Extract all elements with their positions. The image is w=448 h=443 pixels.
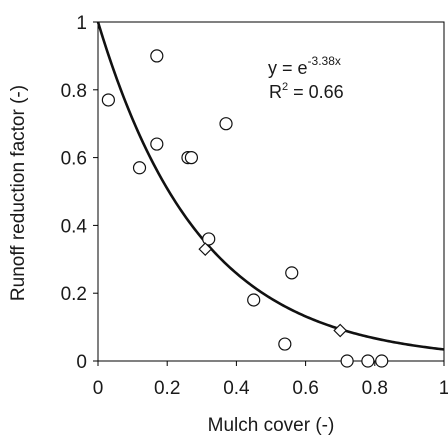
fit-equation-exponent: -3.38x [308, 54, 341, 68]
data-point-circle [101, 93, 115, 107]
y-tick-label: 1 [76, 13, 87, 34]
data-point-circle [375, 354, 389, 368]
fit-r2: R2 = 0.66 [269, 81, 344, 102]
fit-r2-value: = 0.66 [288, 82, 344, 102]
fit-r2-superscript: 2 [282, 81, 288, 93]
y-tick-label: 0.6 [61, 149, 87, 170]
data-point-circle [247, 293, 261, 307]
fit-curve-layer [96, 21, 445, 351]
plot-frame [93, 21, 445, 366]
data-point-circle [150, 49, 164, 63]
plot-area-border [97, 21, 445, 362]
data-point-circle [219, 117, 233, 131]
data-point-circle [184, 151, 199, 165]
y-tick-label: 0.2 [61, 284, 87, 305]
x-tick-label: 0.8 [362, 378, 388, 399]
y-tick-label: 0.4 [61, 216, 88, 237]
data-point-circle [132, 161, 147, 175]
tick-labels-layer: 0 0.2 0.4 0.6 0.8 1 0 0.2 0.4 0.6 0.8 1 [61, 13, 448, 399]
y-tick-label: 0 [76, 352, 87, 373]
y-tick-label: 0.8 [61, 81, 87, 102]
data-point-circle [150, 137, 164, 151]
x-tick-label: 1 [439, 378, 448, 399]
y-axis-title: Runoff reduction factor (-) [8, 85, 29, 301]
data-point-circle [202, 232, 216, 246]
data-point-circle [340, 354, 354, 368]
fit-equation-base: y = e [268, 58, 308, 78]
data-point-diamond [198, 242, 213, 256]
data-points-layer [101, 49, 389, 368]
data-point-diamond [333, 323, 348, 338]
data-point-circle [285, 266, 299, 280]
data-point-circle [361, 354, 375, 368]
fit-equation: y = e-3.38x [268, 54, 341, 78]
x-tick-label: 0.2 [154, 378, 180, 399]
x-tick-label: 0.4 [223, 378, 250, 399]
fit-r2-label: R [269, 82, 282, 102]
data-point-circle [278, 337, 292, 351]
x-tick-label: 0 [93, 378, 104, 399]
x-tick-label: 0.6 [292, 378, 318, 399]
x-axis-title: Mulch cover (-) [208, 415, 335, 436]
fit-curve [96, 21, 445, 351]
